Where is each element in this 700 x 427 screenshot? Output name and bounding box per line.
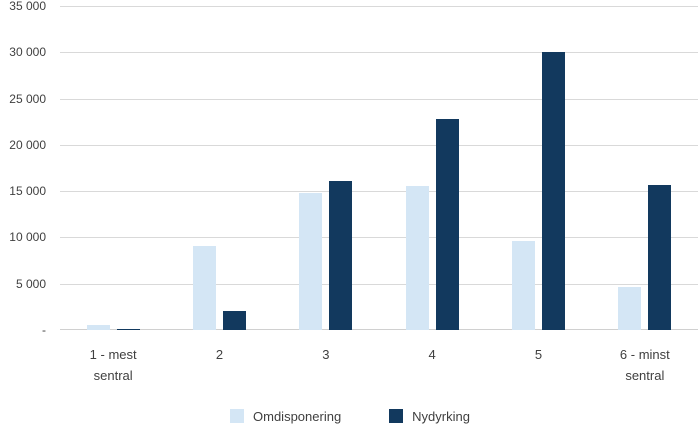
gridline (60, 191, 698, 192)
bar-nydyrking (116, 329, 140, 330)
gridline (60, 52, 698, 53)
plot-area (60, 6, 698, 330)
legend-item-omdisponering: Omdisponering (230, 409, 341, 424)
x-axis-line (60, 329, 698, 330)
x-category-label-line: 3 (322, 347, 330, 362)
legend-item-nydyrking: Nydyrking (389, 409, 470, 424)
x-category-label-line: sentral (625, 368, 665, 383)
y-tick-label: 30 000 (9, 45, 46, 59)
bar-omdisponering (618, 287, 642, 330)
legend-label: Nydyrking (412, 408, 470, 424)
bar-nydyrking (542, 52, 565, 330)
bar-nydyrking (329, 181, 353, 330)
y-tick-label: 25 000 (9, 92, 46, 106)
bar-omdisponering (86, 325, 110, 330)
bar-nydyrking (648, 185, 672, 330)
y-axis: - 5 000 10 000 15 000 20 000 25 000 30 000 35 0… (0, 0, 46, 337)
bar-nydyrking (435, 119, 459, 330)
bar-omdisponering (405, 186, 429, 330)
x-category-label: 1 - mest sentral (60, 344, 166, 386)
x-category-label: 5 (485, 344, 591, 365)
x-category-label-line: 5 (534, 347, 543, 362)
x-category-label-line: 2 (215, 347, 224, 362)
gridline (60, 145, 698, 146)
bar-omdisponering (299, 193, 323, 330)
y-tick-label: 5 000 (15, 277, 46, 291)
y-tick-label: 10 000 (9, 230, 46, 244)
x-category-label-line: 1 - mest (89, 347, 137, 362)
bar-nydyrking (223, 311, 246, 330)
gridline (60, 6, 698, 7)
x-category-label-line: 4 (428, 347, 436, 362)
x-category-label: 3 (273, 344, 379, 365)
y-tick-label: 35 000 (9, 0, 46, 13)
legend: Omdisponering Nydyrking (0, 404, 700, 427)
y-tick-label: 20 000 (9, 138, 46, 152)
bar-omdisponering (512, 241, 535, 330)
legend-label: Omdisponering (253, 408, 342, 424)
x-category-label-line: 6 - minst (619, 347, 670, 362)
x-category-label: 6 - minst sentral (592, 344, 698, 386)
legend-swatch-icon (230, 409, 245, 423)
gridline (60, 237, 698, 238)
x-category-label: 2 (166, 344, 272, 365)
bar-omdisponering (193, 246, 216, 330)
legend-swatch-icon (389, 409, 404, 423)
gridline (60, 99, 698, 100)
y-tick-label: 15 000 (9, 184, 46, 198)
x-axis: 1 - mest sentral 2 3 4 5 6 - minst sentral (60, 344, 698, 400)
gridline (60, 284, 698, 285)
y-tick-label: - (42, 323, 46, 337)
x-category-label-line: sentral (93, 368, 133, 383)
x-category-label: 4 (379, 344, 485, 365)
